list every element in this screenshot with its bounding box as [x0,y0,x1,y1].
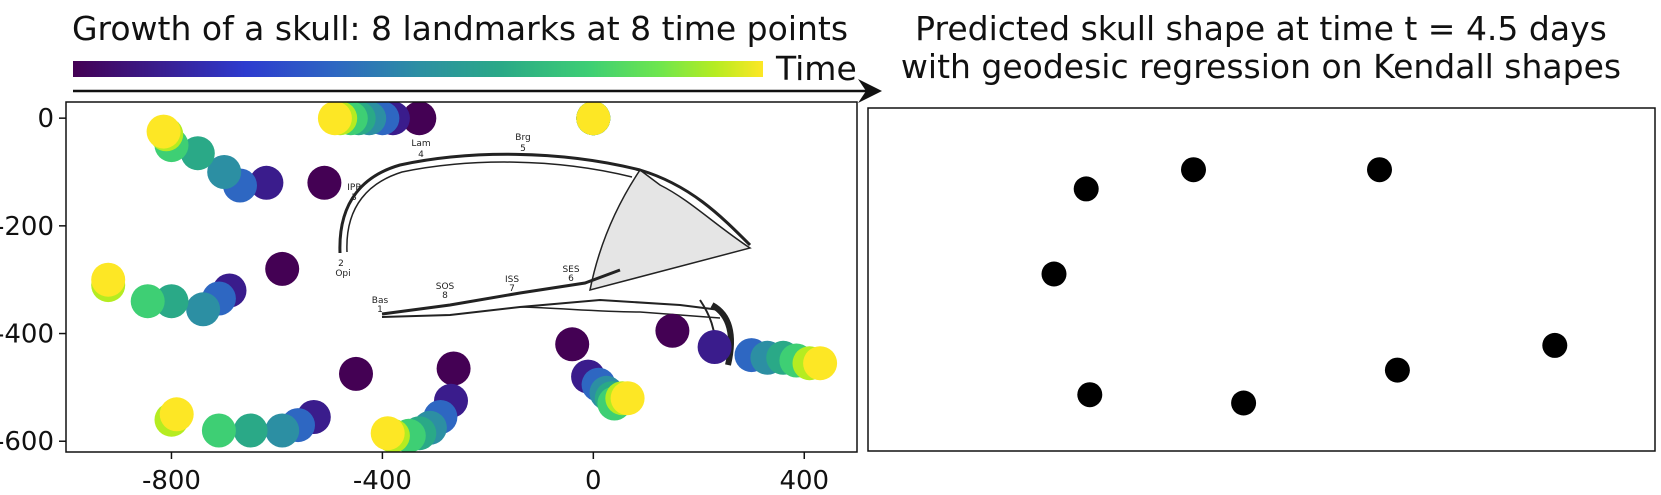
label-ipp-n: 3 [351,193,357,203]
landmark-1-time-8-point [317,102,352,136]
y-tick-label: 0 [37,104,54,134]
landmark-6-time-8-point [610,381,645,416]
landmark-8-time-8-point [576,102,611,136]
label-opi-n: 2 [338,259,344,269]
landmark-2-time-8-point [146,114,181,149]
y-tick-label: -600 [0,427,54,457]
landmark-3-time-8-point [91,262,126,297]
label-lam-n: 4 [418,150,424,160]
time-arrow-head [858,79,882,103]
right-plot-frame [867,107,1656,452]
label-iss: ISS [505,275,519,285]
landmark-3-time-4-point [186,292,221,327]
y-tick-label: -200 [0,212,54,242]
landmark-3-time-1-point [265,251,300,286]
x-tick-label: 0 [585,466,602,495]
landmark-7-time-8-point [803,346,838,381]
label-brg-n: 5 [520,144,526,154]
label-brg: Brg [515,133,530,143]
skull-base-hook [519,306,721,319]
landmark-3-time-6-point [130,284,165,319]
skull-base-lower [381,298,721,318]
x-tick-label: -800 [142,466,201,495]
predicted-landmark-2-point [1181,157,1206,183]
label-lam: Lam [411,139,430,149]
label-ses: SES [562,265,579,275]
label-bas-n: 1 [377,305,383,315]
skull-face [589,168,752,292]
landmark-2-time-1-point [307,165,342,200]
predicted-landmark-3-point [1367,157,1392,183]
label-iss-n: 7 [509,284,515,294]
y-tick-label: -400 [0,320,54,350]
skull-base-upper [381,268,621,316]
right-title-line2: with geodesic regression on Kendall shap… [901,47,1621,86]
skull-vault-inner [346,161,633,253]
landmark-4-time-4-point [265,413,300,448]
predicted-landmark-7-point [1384,357,1410,383]
landmark-5-time-1-point [436,351,471,386]
landmark-4-time-6-point [201,413,236,448]
time-colorbar [73,61,763,77]
landmark-1-time-1-point [402,102,437,136]
label-bas: Bas [372,296,389,306]
predicted-landmark-8-point [1542,332,1568,358]
right-title-line1: Predicted skull shape at time t = 4.5 da… [915,9,1607,48]
landmark-7-time-2-point [697,330,732,364]
landmark-3-time-5-point [154,284,189,319]
label-sos-n: 8 [442,291,448,301]
right-scatter-points [1041,157,1568,416]
colorbar-label: Time [775,49,857,88]
label-sos: SOS [436,282,455,292]
landmark-4-time-1-point [339,356,373,391]
landmark-2-time-2-point [249,165,284,200]
left-scatter-points [91,102,838,452]
left-plot: Lam 4 Brg 5 IPP 3 2 Opi Bas 1 SOS 8 ISS … [0,101,858,495]
landmark-7-time-1-point [655,313,690,348]
landmark-2-time-4-point [207,155,242,189]
predicted-landmark-1-point [1073,176,1099,202]
landmark-2-time-5-point [180,136,215,171]
skull-landmark-labels: Lam 4 Brg 5 IPP 3 2 Opi Bas 1 SOS 8 ISS … [335,133,579,315]
left-title: Growth of a skull: 8 landmarks at 8 time… [72,9,848,48]
x-tick-label: 400 [779,466,829,495]
landmark-5-time-8-point [370,416,405,451]
landmark-6-time-1-point [555,327,590,362]
label-ipp: IPP [347,183,361,193]
landmark-4-time-8-point [159,397,194,432]
predicted-landmark-5-point [1077,382,1103,408]
predicted-landmark-4-point [1041,261,1067,287]
predicted-landmark-6-point [1231,390,1257,416]
label-ses-n: 6 [568,274,574,284]
label-opi: Opi [335,269,350,279]
landmark-4-time-5-point [233,413,268,448]
right-plot [867,107,1656,452]
x-tick-label: -400 [353,466,412,495]
skull-vault-outer [338,152,752,254]
skull-incisor [710,302,734,366]
skull-drawing [338,152,752,366]
left-axis-ticks: -800 -400 0 400 0 -200 -400 -600 [0,104,829,495]
left-plot-frame [65,101,858,453]
